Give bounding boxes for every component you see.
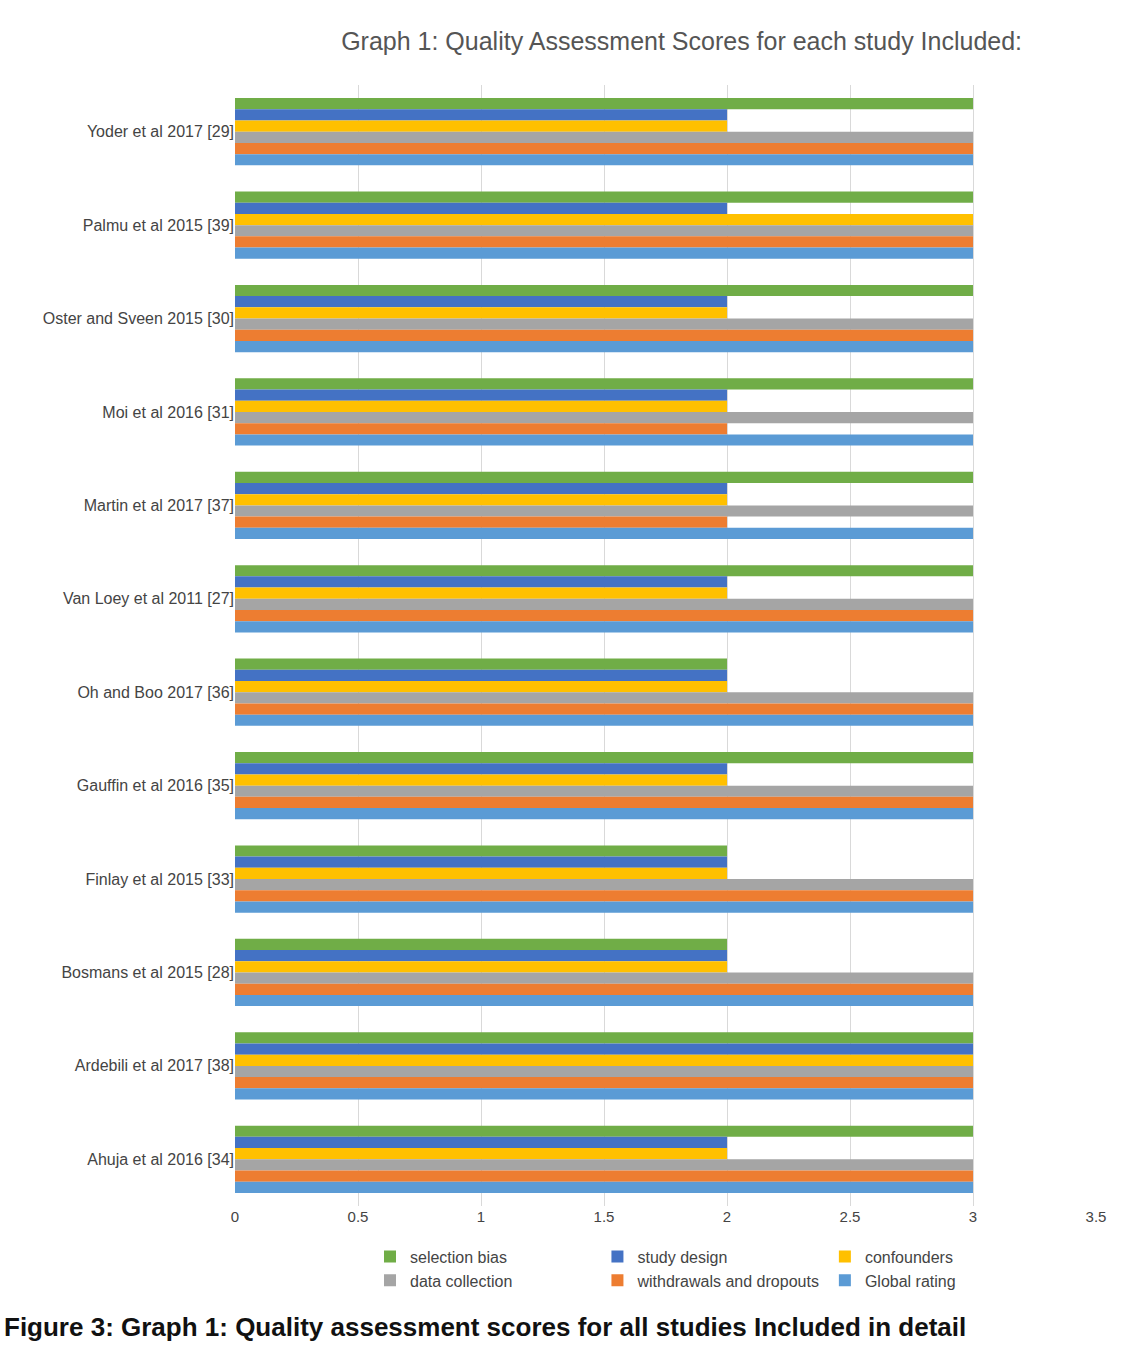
svg-text:Palmu et al 2015 [39]: Palmu et al 2015 [39] (83, 217, 234, 234)
svg-text:3: 3 (969, 1208, 977, 1225)
svg-text:2: 2 (723, 1208, 731, 1225)
svg-text:study design: study design (637, 1249, 727, 1266)
svg-text:1: 1 (477, 1208, 485, 1225)
svg-text:Ahuja et al 2016 [34]: Ahuja et al 2016 [34] (87, 1151, 234, 1168)
svg-text:1.5: 1.5 (594, 1208, 615, 1225)
svg-text:Ardebili et al 2017 [38]: Ardebili et al 2017 [38] (75, 1057, 234, 1074)
svg-text:selection bias: selection bias (410, 1249, 507, 1266)
svg-text:Gauffin et al 2016 [35]: Gauffin et al 2016 [35] (77, 777, 234, 794)
html-text:Figure 3: Graph 1: Quality ass: Figure 3: Graph 1: Quality assessment sc… (4, 1312, 967, 1342)
svg-text:withdrawals and dropouts: withdrawals and dropouts (636, 1273, 818, 1290)
svg-text:3.5: 3.5 (1086, 1208, 1107, 1225)
svg-text:confounders: confounders (865, 1249, 953, 1266)
svg-text:Moi et al 2016 [31]: Moi et al 2016 [31] (102, 404, 234, 421)
svg-text:0: 0 (231, 1208, 239, 1225)
svg-text:Oh and Boo 2017 [36]: Oh and Boo 2017 [36] (77, 684, 234, 701)
svg-text:Martin et al 2017 [37]: Martin et al 2017 [37] (84, 497, 234, 514)
svg-text:Global rating: Global rating (865, 1273, 956, 1290)
svg-text:Finlay et al 2015 [33]: Finlay et al 2015 [33] (85, 871, 234, 888)
svg-text:2.5: 2.5 (840, 1208, 861, 1225)
svg-text:0.5: 0.5 (348, 1208, 369, 1225)
svg-text:Bosmans et al 2015 [28]: Bosmans et al 2015 [28] (61, 964, 234, 981)
svg-text:Van Loey et al 2011 [27]: Van Loey et al 2011 [27] (63, 590, 234, 607)
svg-text:Oster and Sveen 2015 [30]: Oster and Sveen 2015 [30] (43, 310, 234, 327)
svg-text:Graph 1: Quality Assessment Sc: Graph 1: Quality Assessment Scores for e… (341, 27, 1022, 55)
svg-text:Yoder et al 2017 [29]: Yoder et al 2017 [29] (87, 123, 234, 140)
svg-text:data collection: data collection (410, 1273, 512, 1290)
